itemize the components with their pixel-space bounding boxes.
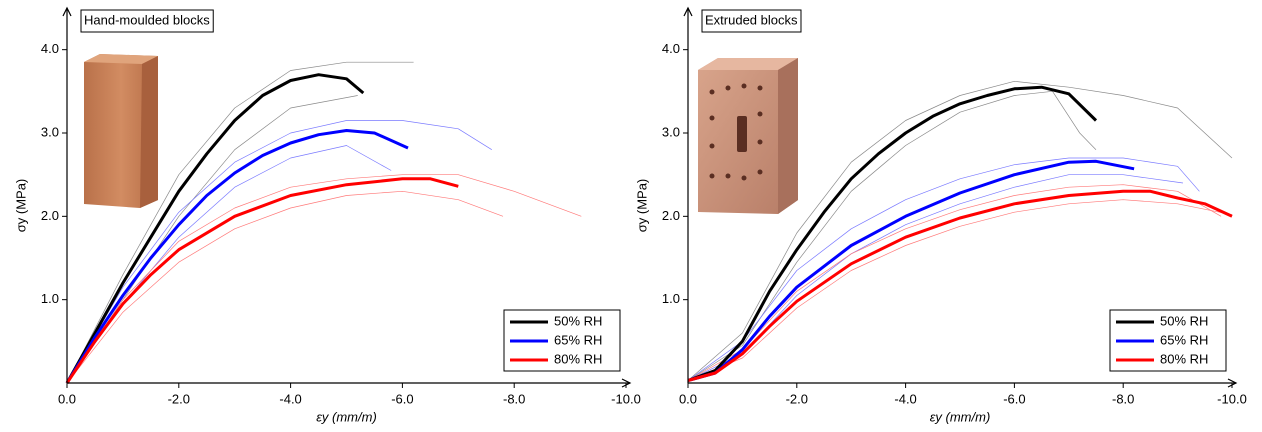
specimen-curve	[66, 61, 414, 384]
mean-curve	[65, 177, 459, 384]
y-axis-title: σy (MPa)	[634, 179, 649, 233]
y-tick-label: 4.0	[662, 41, 680, 56]
legend-label: 80% RH	[554, 351, 602, 366]
x-axis-arrow	[1227, 378, 1238, 388]
mean-curve	[65, 129, 409, 384]
specimen-curve	[66, 174, 582, 384]
x-tick-label: -6.0	[1003, 391, 1025, 406]
x-tick-label: -6.0	[391, 391, 413, 406]
x-tick-label: -10.0	[1217, 391, 1247, 406]
x-tick-label: -10.0	[611, 391, 641, 406]
y-axis-arrow	[62, 6, 72, 17]
y-tick-label: 2.0	[41, 208, 59, 223]
x-axis-title: εy (mm/m)	[930, 409, 991, 424]
specimen-curve	[687, 184, 1222, 381]
x-tick-label: 0.0	[679, 391, 697, 406]
y-tick-label: 3.0	[41, 124, 59, 139]
mean-curve	[687, 159, 1135, 382]
specimen-curve	[66, 190, 504, 384]
x-tick-label: -2.0	[168, 391, 190, 406]
x-axis-arrow	[621, 378, 632, 388]
block-photo	[698, 58, 798, 214]
panel-label-box	[701, 9, 802, 33]
x-tick-label: -4.0	[894, 391, 916, 406]
mean-curve	[687, 85, 1098, 382]
x-tick-label: -2.0	[786, 391, 808, 406]
brick-photo	[84, 54, 158, 208]
specimen-curve	[687, 90, 1097, 381]
panel-label: Hand-moulded blocks	[84, 12, 210, 27]
mean-curve	[687, 189, 1233, 382]
panel-label-box	[80, 9, 214, 33]
panel-label: Extruded blocks	[705, 12, 798, 27]
legend-label: 65% RH	[1160, 332, 1208, 347]
y-tick-label: 3.0	[662, 124, 680, 139]
legend-label: 50% RH	[1160, 313, 1208, 328]
y-tick-label: 1.0	[41, 291, 59, 306]
y-tick-label: 2.0	[662, 208, 680, 223]
x-tick-label: -8.0	[1112, 391, 1134, 406]
plot	[65, 61, 582, 384]
legend-label: 65% RH	[554, 332, 602, 347]
x-tick-label: 0.0	[58, 391, 76, 406]
legend-label: 80% RH	[1160, 351, 1208, 366]
specimen-curve	[687, 157, 1200, 381]
mean-curve	[65, 73, 365, 384]
plot	[687, 80, 1233, 382]
y-axis-title: σy (MPa)	[13, 179, 28, 233]
x-tick-label: -4.0	[279, 391, 301, 406]
y-axis-arrow	[683, 6, 693, 17]
specimen-curve	[687, 80, 1233, 381]
x-tick-label: -8.0	[503, 391, 525, 406]
specimen-curve	[687, 199, 1233, 381]
legend-label: 50% RH	[554, 313, 602, 328]
y-tick-label: 1.0	[662, 291, 680, 306]
specimen-curve	[66, 120, 492, 384]
x-axis-title: εy (mm/m)	[316, 409, 377, 424]
y-tick-label: 4.0	[41, 41, 59, 56]
